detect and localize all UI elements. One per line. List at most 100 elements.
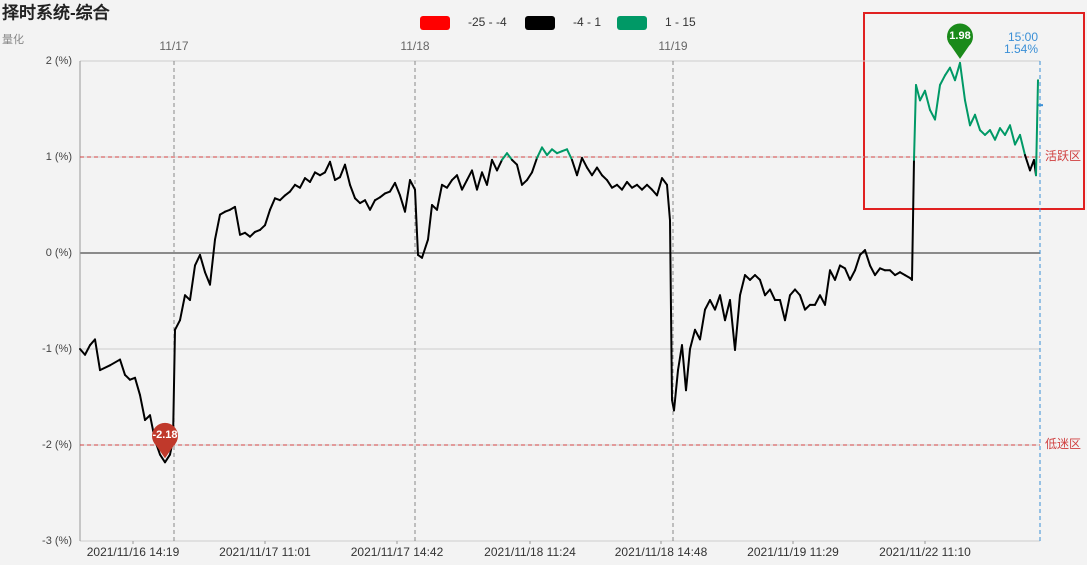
line-segment [724,299,731,322]
line-segment [566,148,573,161]
line-segment [1014,133,1021,146]
line-segment [304,177,311,183]
line-segment [606,179,613,189]
line-segment [834,264,841,281]
line-segment [461,179,468,191]
line-segment [974,113,981,132]
ref-label: 活跃区 [1045,149,1081,163]
line-segment [699,308,706,341]
line-segment [1009,124,1016,146]
line-segment [526,171,533,182]
line-segment [621,180,628,191]
line-segment [944,66,951,77]
x-tick-label: 2021/11/17 14:42 [351,545,444,559]
line-segment [516,163,523,186]
x-tick-label: 2021/11/16 14:19 [87,545,180,559]
y-tick-label: 1 (%) [46,151,72,163]
line-segment [124,373,131,381]
line-segment [329,160,336,182]
line-segment [1019,133,1026,157]
line-segment [779,299,786,322]
line-segment [79,348,86,356]
x-tick-label: 2021/11/17 11:01 [219,545,311,559]
line-segment [581,156,588,169]
min-pin-label: -2.18 [152,429,177,441]
line-segment [379,192,386,199]
line-segment [734,294,741,351]
y-tick-label: -2 (%) [42,439,72,451]
line-segment [369,199,376,211]
line-segment [636,183,643,191]
x-tick-label: 2021/11/22 11:10 [879,545,971,559]
line-segment [409,179,416,191]
line-segment [799,294,806,311]
line-segment [954,61,961,82]
line-segment [404,179,411,213]
line-segment [339,163,346,179]
line-segment [939,74,946,86]
line-segment [911,158,915,281]
line-segment [546,148,553,157]
line-segment [999,127,1006,136]
line-segment [666,183,671,222]
line-segment [174,319,181,331]
line-segment [576,156,583,177]
line-segment [109,358,121,367]
line-segment [466,169,473,182]
line-segment [536,146,543,159]
line-segment [84,344,91,356]
line-segment [749,274,756,281]
line-segment [591,166,598,177]
line-segment [739,274,746,297]
line-segment [279,194,286,202]
line-segment [476,171,483,191]
line-segment [551,148,558,155]
line-segment [994,127,1001,141]
line-segment [814,294,821,306]
line-segment [234,205,241,236]
line-segment [989,129,996,141]
line-segment [284,190,291,197]
line-segment [94,338,101,372]
x-tick-label: 2021/11/18 11:24 [484,545,576,559]
line-segment [929,108,936,121]
line-segment [349,183,356,200]
line-segment [651,188,658,197]
line-segment [446,179,453,189]
line-segment [571,158,578,177]
line-segment [399,194,406,213]
line-segment [541,146,548,157]
line-segment [641,183,648,191]
line-segment [784,294,791,322]
line-segment [394,181,401,197]
line-segment [172,328,176,442]
line-segment [119,358,126,376]
line-segment [414,188,419,256]
line-segment [626,180,633,189]
line-segment [969,113,976,127]
line-segment [389,181,396,193]
line-segment [496,158,503,172]
line-segment [681,344,687,392]
line-segment [139,394,146,422]
line-segment [979,129,986,136]
chart-subtitle: 量化 [2,32,24,46]
line-segment [656,177,663,197]
highlight-box [863,12,1085,210]
line-segment [849,269,856,281]
y-tick-label: 2 (%) [46,55,72,67]
line-segment [189,264,196,302]
line-segment [764,288,771,297]
y-tick-label: 0 (%) [46,247,72,259]
line-segment [646,183,653,191]
line-segment [289,183,296,193]
line-segment [269,197,276,211]
line-segment [673,369,679,412]
line-segment [99,364,111,372]
line-segment [1035,79,1039,177]
line-segment [244,231,251,238]
day-label: 11/18 [400,39,429,53]
line-segment [471,169,478,191]
line-segment [481,171,488,186]
line-segment [344,163,351,186]
